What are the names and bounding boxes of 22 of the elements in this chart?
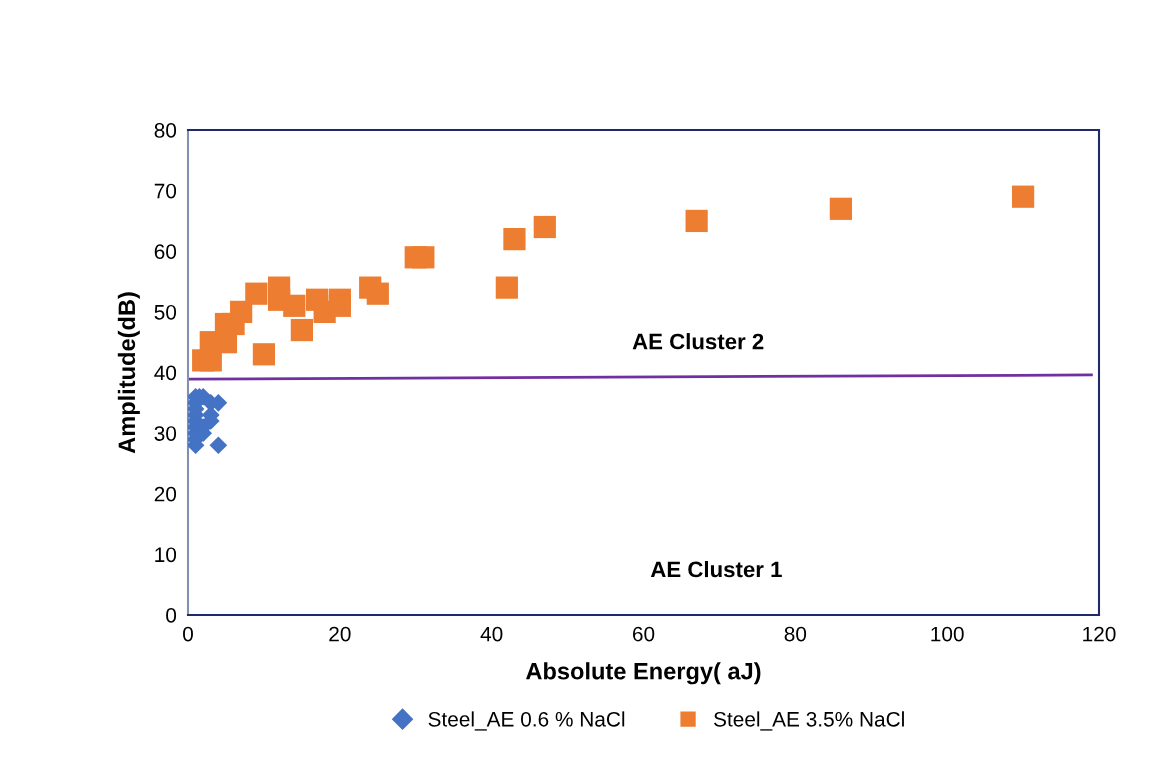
legend-label: Steel_AE 0.6 % NaCl: [428, 711, 625, 731]
y-tick-label: 30: [154, 426, 177, 441]
x-tick-label: 40: [480, 626, 503, 642]
y-axis-title: Amplitude(dB): [117, 292, 140, 454]
annotation: AE Cluster 2: [632, 333, 764, 350]
x-tick-label: 120: [1083, 626, 1116, 642]
annotation: AE Cluster 1: [650, 560, 782, 578]
y-tick-label: 50: [154, 304, 177, 320]
y-tick-label: 80: [154, 123, 177, 138]
x-axis-title: Absolute Energy( aJ): [526, 662, 761, 685]
x-tick-label: 80: [784, 626, 807, 642]
y-tick-label: 10: [155, 547, 177, 563]
y-tick-label: 20: [154, 486, 177, 502]
y-tick-label: 60: [154, 244, 177, 259]
y-tick-label: 40: [154, 365, 177, 381]
y-tick-label: 70: [154, 183, 177, 199]
x-tick-label: 60: [632, 626, 655, 642]
x-tick-label: 0: [183, 626, 193, 642]
y-tick-label: 0: [166, 608, 177, 623]
x-tick-label: 100: [931, 626, 964, 642]
x-tick-label: 20: [329, 626, 351, 642]
legend-label: Steel_AE 3.5% NaCl: [714, 711, 904, 731]
